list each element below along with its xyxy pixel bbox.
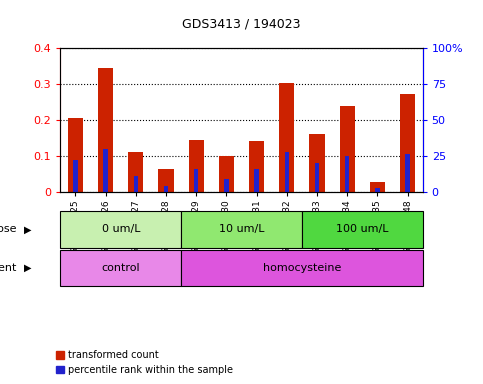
Bar (219, 156, 234, 192)
Bar (279, 83, 294, 192)
Bar (103, 149, 108, 192)
Bar (68, 118, 83, 192)
Bar (60, 211, 181, 248)
Legend: transformed count, percentile rank within the sample: transformed count, percentile rank withi… (56, 351, 233, 375)
Bar (345, 156, 349, 192)
Bar (405, 154, 410, 192)
Text: 100 um/L: 100 um/L (336, 224, 388, 235)
Bar (310, 134, 325, 192)
Bar (315, 163, 319, 192)
Text: 0 um/L: 0 um/L (101, 224, 140, 235)
Bar (164, 185, 168, 192)
Bar (340, 106, 355, 192)
Text: ▶: ▶ (24, 263, 32, 273)
Text: dose: dose (0, 224, 17, 235)
Bar (73, 160, 78, 192)
Bar (249, 141, 264, 192)
Bar (158, 169, 173, 192)
Bar (181, 211, 302, 248)
Bar (98, 68, 113, 192)
Bar (189, 140, 204, 192)
Bar (400, 94, 415, 192)
Bar (134, 176, 138, 192)
Bar (284, 152, 289, 192)
Text: GDS3413 / 194023: GDS3413 / 194023 (182, 17, 301, 30)
Bar (194, 169, 199, 192)
Bar (224, 179, 228, 192)
Text: ▶: ▶ (24, 224, 32, 235)
Text: homocysteine: homocysteine (263, 263, 341, 273)
Bar (375, 188, 380, 192)
Bar (255, 169, 259, 192)
Text: 10 um/L: 10 um/L (219, 224, 264, 235)
Bar (370, 182, 385, 192)
Bar (60, 250, 181, 286)
Text: agent: agent (0, 263, 17, 273)
Bar (128, 152, 143, 192)
Bar (181, 250, 423, 286)
Text: control: control (101, 263, 140, 273)
Bar (302, 211, 423, 248)
